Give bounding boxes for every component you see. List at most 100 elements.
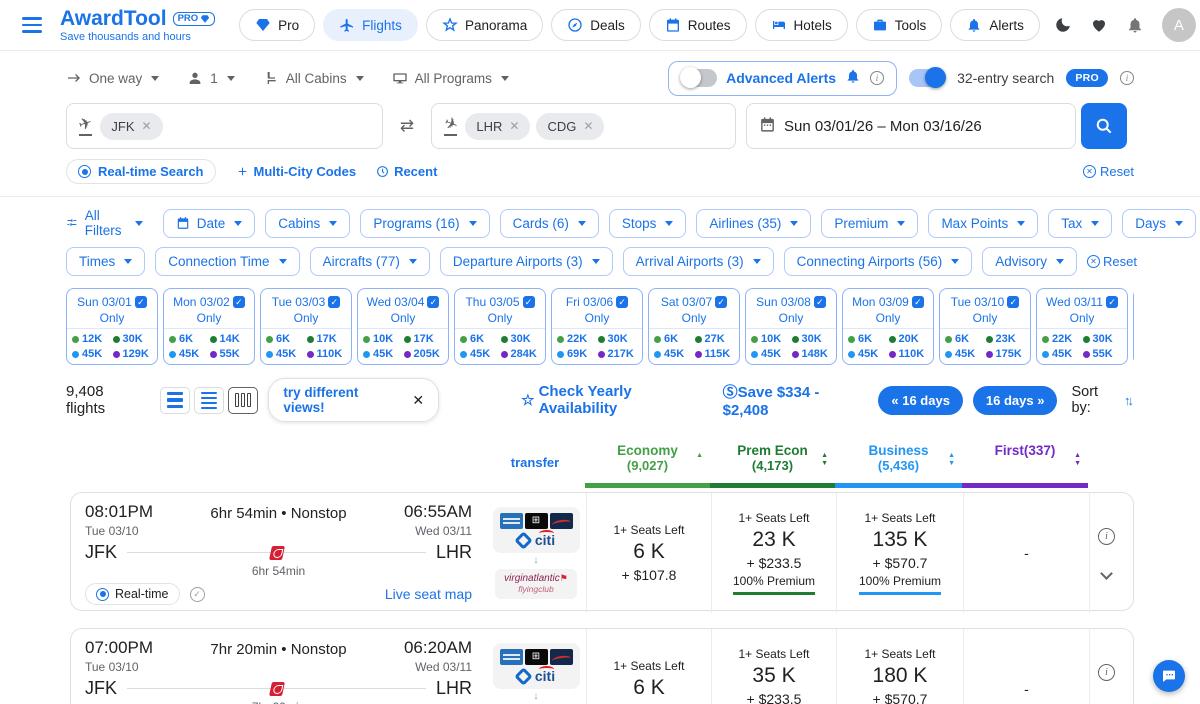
favorites-heart-icon[interactable] — [1090, 16, 1108, 34]
filter2-departure-airports-3[interactable]: Departure Airports (3) — [439, 247, 613, 276]
column-view-button[interactable] — [228, 386, 259, 414]
recent-link[interactable]: Recent — [376, 164, 437, 179]
date-card[interactable]: Sat 03/07 ✓ Only 6K 27K 45K 115K — [648, 288, 740, 365]
filter-stops[interactable]: Stops — [608, 208, 687, 238]
column-header-economy[interactable]: Economy (9,027) ▲ — [585, 436, 710, 488]
filter-max-points[interactable]: Max Points — [928, 208, 1039, 238]
column-header-business[interactable]: Business (5,436) ▲ ▼ — [835, 436, 962, 488]
remove-chip-icon[interactable]: ✕ — [141, 119, 152, 133]
date-checkbox[interactable]: ✓ — [328, 296, 341, 308]
filter2-arrival-airports-3[interactable]: Arrival Airports (3) — [622, 247, 774, 276]
filter2-times[interactable]: Times — [66, 247, 146, 276]
filter-premium[interactable]: Premium — [821, 208, 919, 238]
info-icon[interactable]: i — [1098, 664, 1115, 681]
reset-search-link[interactable]: ✕ Reset — [1083, 164, 1134, 179]
multi-city-codes-link[interactable]: Multi-City Codes — [236, 164, 356, 179]
date-checkbox[interactable]: ✓ — [1007, 296, 1020, 308]
entry-search-toggle[interactable] — [909, 67, 947, 88]
destination-chip[interactable]: CDG ✕ — [536, 112, 605, 140]
date-card[interactable]: Tue 03/03 ✓ Only 6K 17K 45K 110K — [260, 288, 352, 365]
column-header-first[interactable]: First(337) ▲ ▼ — [962, 436, 1088, 488]
all-filters-dropdown[interactable]: All Filters — [66, 208, 143, 238]
filter-programs-16[interactable]: Programs (16) — [360, 208, 490, 238]
date-checkbox[interactable]: ✓ — [813, 296, 826, 308]
flight-row[interactable]: 07:00PM Tue 03/10 7hr 20min • Nonstop 06:20… — [70, 628, 1134, 704]
filter2-connecting-airports-56[interactable]: Connecting Airports (56) — [783, 247, 973, 276]
nav-tab-tools[interactable]: Tools — [855, 9, 943, 41]
sort-arrows-icon[interactable]: ▲ ▼ — [1074, 452, 1081, 468]
nav-tab-hotels[interactable]: Hotels — [754, 9, 848, 41]
date-checkbox[interactable]: ✓ — [616, 296, 629, 308]
yearly-availability-link[interactable]: ☆ Check Yearly Availability — [521, 383, 632, 417]
date-card[interactable]: Thu 03/12✓Only — [1133, 288, 1134, 365]
remove-chip-icon[interactable]: ✕ — [583, 119, 594, 133]
close-icon[interactable]: ✕ — [412, 391, 425, 408]
filter2-connection-time[interactable]: Connection Time — [155, 247, 300, 276]
sort-by-control[interactable]: Sort by: ↑↓ — [1071, 384, 1134, 416]
advanced-alerts-toggle[interactable] — [680, 67, 718, 88]
filter-tax[interactable]: Tax — [1048, 208, 1113, 238]
destination-input[interactable]: ✈ LHR ✕ CDG ✕ — [431, 103, 736, 149]
date-checkbox[interactable]: ✓ — [715, 296, 728, 308]
origin-input[interactable]: ✈ JFK ✕ — [66, 103, 383, 149]
economy-price-cell[interactable]: 1+ Seats Left 6 K + $107.8 — [586, 493, 711, 613]
passengers-select[interactable]: 1 — [187, 70, 235, 86]
filter-days[interactable]: Days — [1122, 208, 1196, 238]
savings-label[interactable]: ⓈSave $334 - $2,408 — [722, 384, 820, 419]
search-button[interactable] — [1081, 103, 1127, 149]
nav-tab-pro[interactable]: Pro — [239, 9, 316, 41]
date-card[interactable]: Mon 03/09 ✓ Only 6K 20K 45K 110K — [842, 288, 934, 365]
list-view-button[interactable] — [194, 386, 225, 414]
destination-chip[interactable]: LHR ✕ — [465, 112, 531, 140]
date-checkbox[interactable]: ✓ — [134, 296, 147, 308]
chat-support-button[interactable] — [1153, 660, 1185, 692]
hamburger-menu-icon[interactable] — [18, 13, 46, 37]
advanced-alerts-toggle-box[interactable]: Advanced Alerts i — [668, 60, 898, 96]
date-checkbox[interactable]: ✓ — [911, 296, 924, 308]
trip-type-select[interactable]: One way — [66, 70, 160, 86]
info-icon[interactable]: i — [1120, 71, 1134, 85]
date-card[interactable]: Sun 03/01 ✓ Only 12K 30K 45K 129K — [66, 288, 158, 365]
prem-econ-price-cell[interactable]: 1+ Seats Left 23 K + $233.5 100% Premium — [711, 493, 836, 613]
live-seat-map-link[interactable]: Live seat map — [384, 586, 472, 602]
date-checkbox[interactable]: ✓ — [427, 296, 440, 308]
cabins-select[interactable]: All Cabins — [263, 70, 364, 86]
date-checkbox[interactable]: ✓ — [522, 296, 535, 308]
sort-arrows-icon[interactable]: ▲ ▼ — [821, 452, 828, 468]
nav-tab-flights[interactable]: Flights — [323, 9, 418, 41]
first-price-cell[interactable]: - — [963, 629, 1089, 704]
realtime-badge[interactable]: Real-time — [85, 583, 180, 605]
prev-days-button[interactable]: « 16 days — [878, 385, 963, 415]
programs-select[interactable]: All Programs — [392, 70, 509, 86]
date-card[interactable]: Wed 03/11 ✓ Only 22K 30K 45K 55K — [1036, 288, 1128, 365]
filter-date[interactable]: Date — [162, 208, 256, 238]
brand-logo[interactable]: AwardTool PRO Save thousands and hours — [60, 7, 216, 43]
realtime-search-link[interactable]: Real-time Search — [66, 159, 216, 184]
remove-chip-icon[interactable]: ✕ — [509, 119, 520, 133]
date-card[interactable]: Wed 03/04 ✓ Only 10K 17K 45K 205K — [357, 288, 449, 365]
nav-tab-deals[interactable]: Deals — [551, 9, 641, 41]
column-header-premecon[interactable]: Prem Econ (4,173) ▲ ▼ — [710, 436, 835, 488]
filter-cards-6[interactable]: Cards (6) — [499, 208, 599, 238]
origin-chip[interactable]: JFK ✕ — [100, 112, 163, 140]
info-icon[interactable]: i — [1098, 528, 1115, 545]
date-checkbox[interactable]: ✓ — [232, 296, 245, 308]
filter-airlines-35[interactable]: Airlines (35) — [696, 208, 812, 238]
date-checkbox[interactable]: ✓ — [1105, 296, 1118, 308]
reset-filters-link[interactable]: ✕ Reset — [1087, 254, 1137, 269]
nav-tab-panorama[interactable]: Panorama — [425, 9, 544, 41]
date-card[interactable]: Thu 03/05 ✓ Only 6K 30K 45K 284K — [454, 288, 546, 365]
notifications-bell-icon[interactable] — [1126, 16, 1144, 34]
nav-tab-alerts[interactable]: Alerts — [950, 9, 1040, 41]
business-price-cell[interactable]: 1+ Seats Left 135 K + $570.7 100% Premium — [836, 493, 963, 613]
filter-cabins[interactable]: Cabins — [265, 208, 351, 238]
flight-row[interactable]: 08:01PM Tue 03/10 6hr 54min • Nonstop 06:55… — [70, 492, 1134, 613]
date-card[interactable]: Mon 03/02 ✓ Only 6K 14K 45K 55K — [163, 288, 255, 365]
compact-view-button[interactable] — [160, 386, 191, 414]
filter2-advisory[interactable]: Advisory — [982, 247, 1078, 276]
date-card[interactable]: Sun 03/08 ✓ Only 10K 30K 45K 148K — [745, 288, 837, 365]
date-range-input[interactable]: Sun 03/01/26 – Mon 03/16/26 — [746, 103, 1076, 149]
first-price-cell[interactable]: - — [963, 493, 1089, 613]
